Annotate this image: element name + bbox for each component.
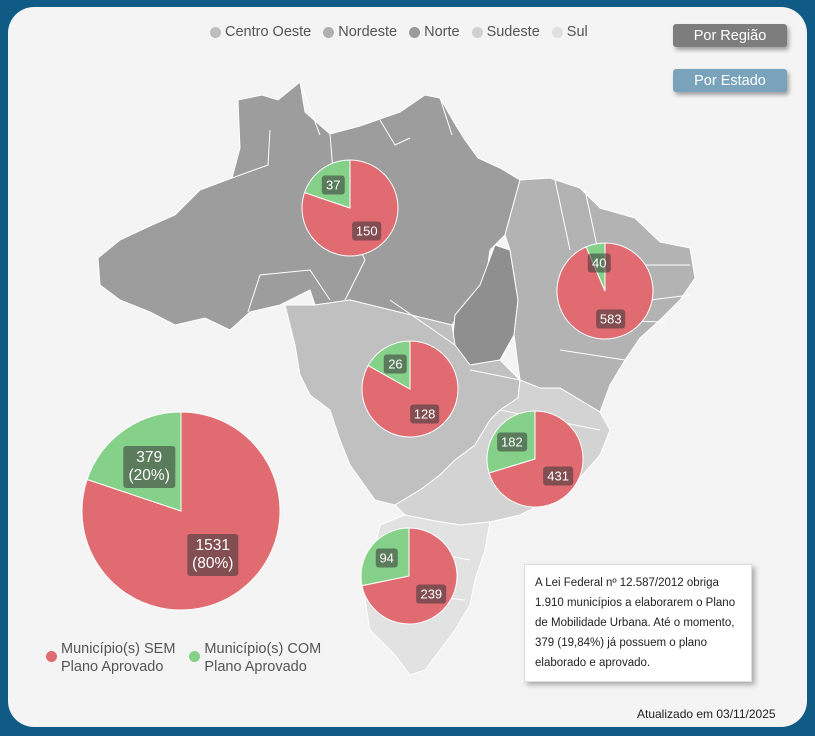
data-label-sem-sudeste: 431 bbox=[543, 466, 573, 486]
data-label-sem-nordeste: 583 bbox=[595, 309, 626, 329]
legend-item-sem-plano[interactable]: Município(s) SEM Plano Aprovado bbox=[46, 640, 175, 676]
series-legend: Município(s) SEM Plano Aprovado Município… bbox=[46, 640, 321, 676]
data-label-com-norte: 37 bbox=[321, 175, 345, 195]
por-estado-button[interactable]: Por Estado bbox=[673, 69, 787, 92]
legend-label: Nordeste bbox=[338, 24, 398, 40]
legend-dot-icon bbox=[189, 651, 201, 662]
updated-date: Atualizado em 03/11/2025 bbox=[637, 707, 776, 721]
legend-item-sudeste[interactable]: Sudeste bbox=[471, 24, 540, 40]
legend-line2: Plano Aprovado bbox=[61, 659, 164, 675]
legend-dot-icon bbox=[409, 26, 421, 38]
legend-line1: Município(s) COM bbox=[204, 641, 322, 657]
data-label-sem-total: 1531 (80%) bbox=[187, 534, 239, 577]
data-label-com-centro-oeste: 26 bbox=[384, 354, 407, 374]
legend-dot-icon bbox=[210, 26, 221, 38]
legend-item-nordeste[interactable]: Nordeste bbox=[323, 24, 397, 40]
legend-item-com-plano[interactable]: Município(s) COM Plano Aprovado bbox=[189, 640, 321, 676]
legend-text: Município(s) COM Plano Aprovado bbox=[204, 640, 321, 676]
legend-line2: Plano Aprovado bbox=[204, 659, 307, 675]
data-label-sem-norte: 150 bbox=[351, 221, 382, 241]
data-label-com-total: 379 (20%) bbox=[123, 445, 175, 488]
data-label-com-nordeste: 40 bbox=[587, 253, 611, 273]
legend-dot-icon bbox=[323, 26, 335, 38]
legend-label: Sul bbox=[566, 24, 588, 40]
data-label-com-sul: 94 bbox=[375, 548, 398, 568]
por-regiao-button[interactable]: Por Região bbox=[673, 24, 787, 47]
region-legend: Centro Oeste Nordeste Norte Sudeste Sul bbox=[210, 24, 588, 40]
legend-line1: Município(s) SEM bbox=[61, 641, 176, 657]
info-box: A Lei Federal nº 12.587/2012 obriga 1.91… bbox=[524, 564, 752, 682]
legend-dot-icon bbox=[551, 26, 563, 38]
legend-item-norte[interactable]: Norte bbox=[409, 24, 460, 40]
legend-dot-icon bbox=[46, 651, 57, 662]
legend-dot-icon bbox=[471, 26, 483, 38]
legend-item-sul[interactable]: Sul bbox=[551, 24, 588, 40]
legend-text: Município(s) SEM Plano Aprovado bbox=[61, 640, 175, 676]
legend-label: Norte bbox=[424, 24, 460, 40]
legend-label: Sudeste bbox=[486, 24, 540, 40]
data-label-sem-sul: 239 bbox=[416, 584, 447, 604]
legend-item-centro-oeste[interactable]: Centro Oeste bbox=[210, 24, 311, 40]
data-label-com-sudeste: 182 bbox=[497, 432, 527, 452]
legend-label: Centro Oeste bbox=[225, 24, 312, 40]
data-label-sem-centro-oeste: 128 bbox=[409, 404, 440, 424]
